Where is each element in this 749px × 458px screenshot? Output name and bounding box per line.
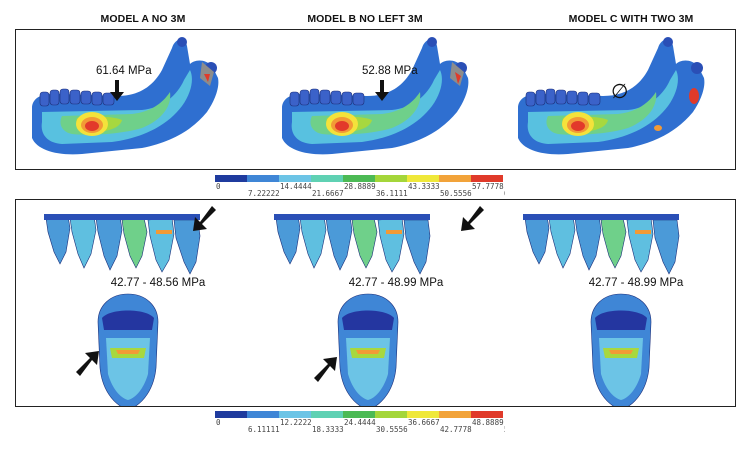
model-b-title: MODEL B NO LEFT 3M	[307, 13, 423, 25]
model-c-mandible	[517, 36, 705, 155]
scale-bottom-tick-label: 18.3333	[312, 425, 344, 433]
teeth-figures	[43, 206, 680, 406]
arrow-icon	[461, 206, 484, 231]
scale-top-tick-label: 57.7778	[472, 182, 504, 191]
model-b-range-label: 42.77 - 48.99 MPa	[348, 277, 444, 289]
scale-bottom-swatch	[471, 411, 503, 418]
scale-bottom-tick-label: 0	[216, 418, 221, 427]
scale-bottom-swatch	[247, 411, 279, 418]
scale-bottom-tick-label: 24.4444	[344, 418, 376, 427]
scale-top-tick-label: 50.5556	[440, 189, 472, 197]
model-c-teeth-row	[522, 213, 680, 275]
arrow-icon	[193, 206, 216, 231]
scale-bottom-tick-label: 48.8889	[472, 418, 504, 427]
model-c-empty-symbol: ∅	[611, 81, 629, 103]
model-b-mandible	[281, 36, 469, 155]
mandible-figures	[31, 36, 705, 155]
scale-top-tick-label: 65	[504, 189, 505, 197]
scale-bottom-swatch	[279, 411, 311, 418]
scale-top-swatch	[375, 175, 407, 182]
stress-scale-bottom: 0 6.11111 12.2222 18.3333 24.4444 30.5556 36.6…	[215, 411, 505, 433]
scale-top-swatch	[471, 175, 503, 182]
scale-bottom-tick-label: 36.6667	[408, 418, 440, 427]
scale-top-swatch	[407, 175, 439, 182]
model-a-title: MODEL A NO 3M	[100, 13, 186, 25]
scale-bottom-swatch	[375, 411, 407, 418]
scale-top-swatch	[439, 175, 471, 182]
model-c-tooth-front	[590, 293, 652, 406]
scale-top-tick-label: 28.8889	[344, 182, 376, 191]
arrow-icon	[314, 357, 337, 382]
scale-top-swatch	[247, 175, 279, 182]
model-b-peak-label: 52.88 MPa	[362, 65, 418, 77]
scale-bottom-swatch	[407, 411, 439, 418]
model-c-title: MODEL C WITH TWO 3M	[568, 13, 694, 25]
model-a-teeth-row	[43, 213, 201, 275]
scale-bottom-swatch	[311, 411, 343, 418]
scale-top-tick-label: 43.3333	[408, 182, 440, 191]
arrow-icon	[110, 80, 124, 101]
scale-bottom-swatch	[343, 411, 375, 418]
scale-bottom-swatch	[215, 411, 247, 418]
scale-bottom-swatch	[439, 411, 471, 418]
stress-scale-top: 0 7.22222 14.4444 21.6667 28.8889 36.1111 43.3…	[215, 175, 505, 197]
scale-top-tick-label: 21.6667	[312, 189, 344, 197]
scale-top-tick-label: 14.4444	[280, 182, 312, 191]
scale-top-swatch	[279, 175, 311, 182]
model-b-teeth-row	[273, 213, 431, 275]
arrow-icon	[76, 351, 99, 376]
mandible-panel: 61.64 MPa 52.88 MPa ∅	[15, 29, 736, 170]
model-a-range-label: 42.77 - 48.56 MPa	[110, 277, 206, 289]
scale-top-tick-label: 7.22222	[248, 189, 280, 197]
scale-top-swatch	[215, 175, 247, 182]
scale-top-swatch	[343, 175, 375, 182]
model-a-mandible	[31, 36, 219, 155]
arrow-icon	[375, 80, 389, 101]
scale-bottom-tick-label: 42.7778	[440, 425, 472, 433]
model-a-peak-label: 61.64 MPa	[96, 65, 152, 77]
scale-bottom-tick-label: 12.2222	[280, 418, 312, 427]
scale-top-tick-label: 36.1111	[376, 189, 408, 197]
scale-top-tick-label: 0	[216, 182, 221, 191]
teeth-panel: 42.77 - 48.56 MPa 42.77 - 48.99 MPa 42.7…	[15, 199, 736, 407]
model-a-tooth-front	[97, 293, 159, 406]
model-b-tooth-front	[337, 293, 399, 406]
scale-bottom-tick-label: 55	[504, 425, 505, 433]
scale-bottom-tick-label: 6.11111	[248, 425, 280, 433]
model-c-range-label: 42.77 - 48.99 MPa	[588, 277, 684, 289]
scale-bottom-tick-label: 30.5556	[376, 425, 408, 433]
scale-top-swatch	[311, 175, 343, 182]
